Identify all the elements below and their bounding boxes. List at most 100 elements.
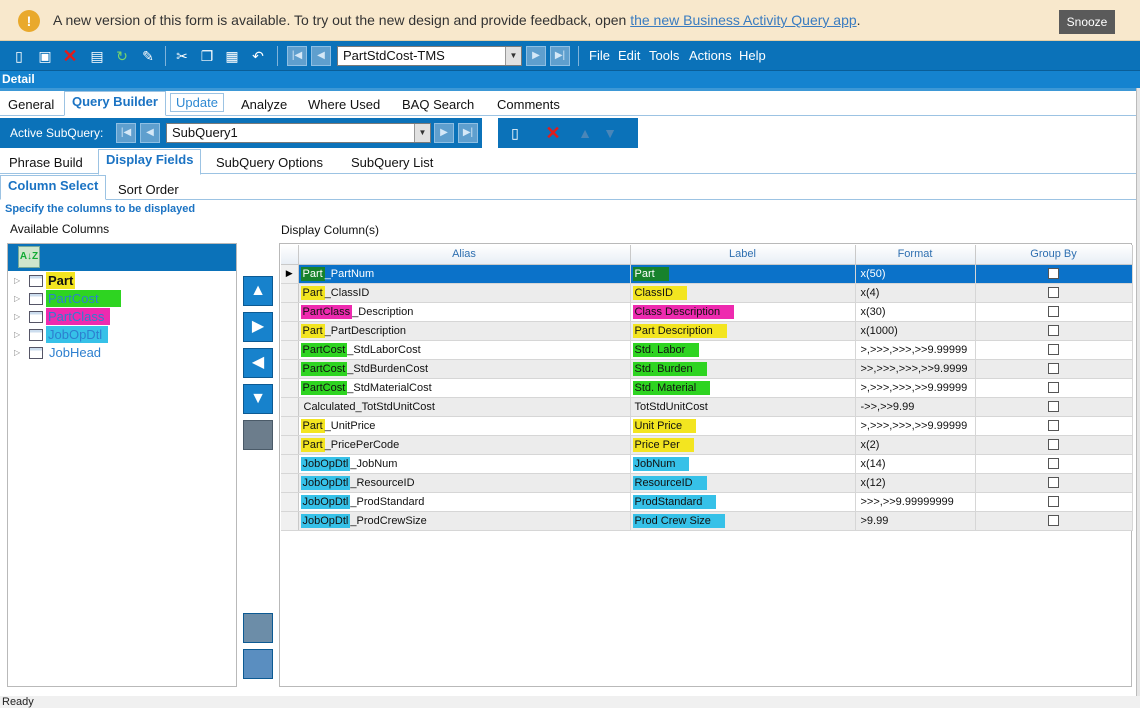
- row-indicator[interactable]: [281, 511, 299, 531]
- label-cell[interactable]: ProdStandard: [630, 492, 856, 512]
- tab-analyze[interactable]: Analyze: [241, 97, 288, 112]
- prev-subquery-icon[interactable]: ◀: [140, 123, 160, 143]
- tab-display-fields[interactable]: Display Fields: [98, 149, 202, 175]
- label-cell[interactable]: JobNum: [630, 454, 856, 474]
- expand-icon[interactable]: ▷: [14, 330, 21, 339]
- tab-column-select[interactable]: Column Select: [0, 175, 107, 200]
- label-cell[interactable]: Std. Labor: [630, 340, 856, 360]
- format-cell[interactable]: x(50): [855, 264, 976, 284]
- expand-icon[interactable]: ▷: [14, 276, 21, 285]
- expand-icon[interactable]: ▷: [14, 294, 21, 303]
- label-cell[interactable]: TotStdUnitCost: [630, 397, 856, 417]
- format-cell[interactable]: >,>>>,>>>,>>9.99999: [855, 416, 976, 436]
- copy-icon[interactable]: ❐: [200, 48, 214, 64]
- table-row[interactable]: PartCost _StdBurdenCost Std. Burden >>,>>>,…: [281, 359, 1133, 379]
- tab-subquery-list[interactable]: SubQuery List: [351, 155, 434, 170]
- alias-cell[interactable]: PartCost _StdLaborCost: [298, 340, 631, 360]
- label-cell[interactable]: ResourceID: [630, 473, 856, 493]
- row-indicator[interactable]: [281, 416, 299, 436]
- move-column-up-button[interactable]: ▲: [243, 276, 273, 306]
- new-subquery-icon[interactable]: ▯: [511, 125, 519, 141]
- tab-baq-search[interactable]: BAQ Search: [402, 97, 475, 112]
- next-subquery-icon[interactable]: ▶: [434, 123, 454, 143]
- table-row[interactable]: JobOpDtl _ProdCrewSize Prod Crew Size >9.99: [281, 511, 1133, 531]
- format-cell[interactable]: x(30): [855, 302, 976, 322]
- table-row[interactable]: Part _PricePerCode Price Per x(2): [281, 435, 1133, 455]
- print-icon[interactable]: ▤: [90, 48, 104, 64]
- alias-cell[interactable]: Part _UnitPrice: [298, 416, 631, 436]
- tree-node-jobopdtl[interactable]: ▷ JobOpDtl: [8, 326, 236, 344]
- tab-subquery-options[interactable]: SubQuery Options: [216, 155, 323, 170]
- alias-cell[interactable]: JobOpDtl _ProdCrewSize: [298, 511, 631, 531]
- calculator-icon[interactable]: [243, 420, 273, 450]
- label-cell[interactable]: Std. Burden: [630, 359, 856, 379]
- tab-comments[interactable]: Comments: [497, 97, 560, 112]
- format-cell[interactable]: x(4): [855, 283, 976, 303]
- last-record-icon[interactable]: ▶|: [550, 46, 570, 66]
- alias-cell[interactable]: JobOpDtl _JobNum: [298, 454, 631, 474]
- table-row[interactable]: Part _ClassID ClassID x(4): [281, 283, 1133, 303]
- last-subquery-icon[interactable]: ▶|: [458, 123, 478, 143]
- menu-edit[interactable]: Edit: [618, 48, 641, 63]
- label-cell[interactable]: Part Description: [630, 321, 856, 341]
- row-indicator[interactable]: [281, 302, 299, 322]
- table-row[interactable]: Part _UnitPrice Unit Price >,>>>,>>>,>>9.99…: [281, 416, 1133, 436]
- group-by-checkbox[interactable]: [1048, 325, 1059, 337]
- paste-icon[interactable]: ▦: [225, 48, 239, 64]
- menu-actions[interactable]: Actions: [689, 48, 732, 63]
- label-cell[interactable]: Price Per: [630, 435, 856, 455]
- snooze-button[interactable]: Snooze: [1059, 10, 1115, 34]
- calendar-icon[interactable]: [243, 649, 273, 679]
- group-by-checkbox[interactable]: [1048, 439, 1059, 451]
- tree-node-partcost[interactable]: ▷ PartCost: [8, 290, 236, 308]
- alias-cell[interactable]: Part _PartDescription: [298, 321, 631, 341]
- col-header-group-by[interactable]: Group By: [975, 245, 1133, 265]
- row-indicator[interactable]: [281, 378, 299, 398]
- table-row[interactable]: Calculated_TotStdUnitCost TotStdUnitCost -…: [281, 397, 1133, 417]
- subquery-select[interactable]: SubQuery1 ▼: [166, 123, 431, 143]
- save-icon[interactable]: ▣: [38, 48, 52, 64]
- record-select[interactable]: PartStdCost-TMS ▼: [337, 46, 522, 66]
- col-header-alias[interactable]: Alias: [298, 245, 631, 265]
- format-cell[interactable]: x(12): [855, 473, 976, 493]
- alias-cell[interactable]: Part _PricePerCode: [298, 435, 631, 455]
- sort-az-icon[interactable]: A↓Z: [18, 246, 40, 268]
- cut-icon[interactable]: ✂: [176, 48, 188, 64]
- label-cell[interactable]: Prod Crew Size: [630, 511, 856, 531]
- first-record-icon[interactable]: |◀: [287, 46, 307, 66]
- row-indicator[interactable]: ▶: [281, 264, 299, 284]
- move-column-down-button[interactable]: ▼: [243, 384, 273, 414]
- group-by-checkbox[interactable]: [1048, 458, 1059, 470]
- new-icon[interactable]: ▯: [15, 48, 23, 64]
- group-by-checkbox[interactable]: [1048, 496, 1059, 508]
- label-cell[interactable]: Std. Material: [630, 378, 856, 398]
- format-cell[interactable]: x(2): [855, 435, 976, 455]
- delete-subquery-icon[interactable]: ✕: [545, 123, 561, 143]
- first-subquery-icon[interactable]: |◀: [116, 123, 136, 143]
- row-indicator[interactable]: [281, 473, 299, 493]
- group-by-checkbox[interactable]: [1048, 287, 1059, 299]
- available-columns-tree[interactable]: A↓Z ▷ Part ▷ PartCost ▷ PartClass ▷ JobO…: [7, 243, 237, 687]
- alias-cell[interactable]: JobOpDtl _ResourceID: [298, 473, 631, 493]
- row-indicator[interactable]: [281, 340, 299, 360]
- clear-icon[interactable]: ✎: [142, 48, 154, 64]
- group-by-checkbox[interactable]: [1048, 420, 1059, 432]
- row-indicator[interactable]: [281, 435, 299, 455]
- table-row[interactable]: PartCost _StdLaborCost Std. Labor >,>>>,>>>…: [281, 340, 1133, 360]
- label-cell[interactable]: Unit Price: [630, 416, 856, 436]
- chevron-down-icon[interactable]: ▼: [505, 47, 521, 65]
- new-app-link[interactable]: the new Business Activity Query app: [630, 12, 857, 28]
- group-by-checkbox[interactable]: [1048, 344, 1059, 356]
- expand-icon[interactable]: ▷: [14, 312, 21, 321]
- add-column-button[interactable]: ▶: [243, 312, 273, 342]
- group-by-checkbox[interactable]: [1048, 477, 1059, 489]
- format-cell[interactable]: x(14): [855, 454, 976, 474]
- row-indicator[interactable]: [281, 283, 299, 303]
- tree-node-jobhead[interactable]: ▷ JobHead: [8, 344, 236, 362]
- tab-phrase-build[interactable]: Phrase Build: [9, 155, 83, 170]
- move-down-icon[interactable]: ▼: [603, 125, 617, 141]
- group-by-checkbox[interactable]: [1048, 306, 1059, 318]
- next-record-icon[interactable]: ▶: [526, 46, 546, 66]
- row-indicator[interactable]: [281, 454, 299, 474]
- group-by-checkbox[interactable]: [1048, 268, 1059, 280]
